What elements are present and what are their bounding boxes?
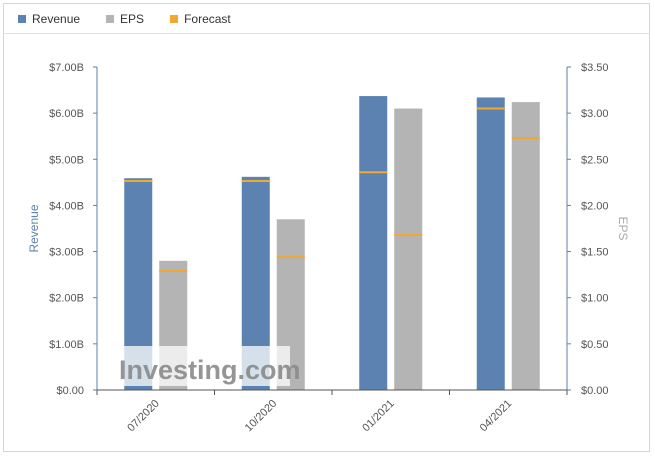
right-axis-title: EPS xyxy=(616,216,630,240)
x-tick-label: 04/2021 xyxy=(478,398,515,435)
watermark-text: Investing.com xyxy=(119,355,301,385)
left-tick-label: $4.00B xyxy=(49,200,84,212)
legend-label-eps: EPS xyxy=(120,11,145,26)
right-tick-label: $3.50 xyxy=(581,62,609,74)
legend-label-revenue: Revenue xyxy=(32,11,81,26)
left-tick-label: $2.00B xyxy=(49,293,84,305)
right-tick-label: $1.00 xyxy=(581,293,609,305)
legend-item-revenue[interactable]: Revenue xyxy=(18,12,80,26)
legend-swatch-forecast xyxy=(170,14,179,23)
bars-layer xyxy=(124,96,540,391)
left-axis-title: Revenue xyxy=(27,204,41,252)
eps-bar xyxy=(394,108,423,391)
left-tick-label: $7.00B xyxy=(49,62,84,74)
revenue-bar xyxy=(476,97,505,390)
left-tick-label: $3.00B xyxy=(49,247,84,259)
revenue-bar xyxy=(359,96,388,390)
x-tick-label: 01/2021 xyxy=(360,398,397,435)
right-tick-label: $2.00 xyxy=(581,200,609,212)
eps-bar xyxy=(511,102,540,390)
right-tick-label: $1.50 xyxy=(581,247,609,259)
right-tick-label: $3.00 xyxy=(581,108,609,120)
right-tick-label: $0.50 xyxy=(581,339,609,351)
watermark-logo: Investing.com xyxy=(118,346,301,386)
chart-frame: Revenue EPS Forecast xyxy=(3,3,650,452)
right-tick-label: $2.50 xyxy=(581,154,609,166)
right-tick-label: $0.00 xyxy=(581,385,609,397)
left-tick-label: $0.00 xyxy=(56,385,84,397)
legend-swatch-eps xyxy=(106,14,115,23)
left-tick-label: $6.00B xyxy=(49,108,84,120)
legend: Revenue EPS Forecast xyxy=(4,4,649,34)
x-tick-label: 10/2020 xyxy=(243,398,280,435)
legend-label-forecast: Forecast xyxy=(184,11,231,26)
legend-item-eps[interactable]: EPS xyxy=(106,12,144,26)
left-tick-label: $5.00B xyxy=(49,154,84,166)
x-tick-label: 07/2020 xyxy=(125,398,162,435)
legend-item-forecast[interactable]: Forecast xyxy=(170,12,231,26)
legend-swatch-revenue xyxy=(18,14,26,23)
left-tick-label: $1.00B xyxy=(49,339,84,351)
